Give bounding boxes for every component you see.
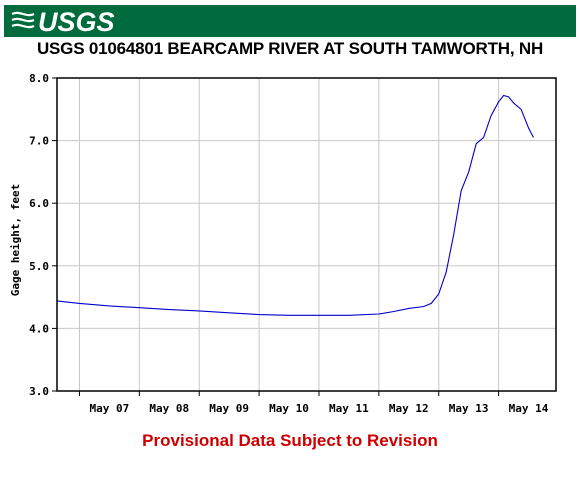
x-tick-label: May 13: [449, 402, 489, 415]
usgs-header-banner: USGS: [4, 5, 576, 37]
x-tick-label: May 14: [509, 402, 549, 415]
x-tick-label: May 12: [389, 402, 429, 415]
gage-height-line: [56, 94, 534, 316]
series: [56, 94, 534, 316]
x-tick-label: May 07: [90, 402, 130, 415]
plot-frame: [56, 77, 557, 392]
x-tick-label: May 11: [329, 402, 369, 415]
x-tick-label: May 08: [149, 402, 189, 415]
y-tick-label: 8.0: [29, 72, 49, 85]
y-tick-label: 7.0: [29, 135, 49, 148]
provisional-note: Provisional Data Subject to Revision: [142, 431, 438, 450]
x-tick-label: May 09: [209, 402, 249, 415]
logo-text: USGS: [38, 8, 115, 34]
y-tick-label: 6.0: [29, 197, 49, 210]
usgs-logo: USGS: [11, 8, 115, 34]
y-tick-label: 3.0: [29, 385, 49, 398]
y-tick-label: 5.0: [29, 260, 49, 273]
x-tick-label: May 10: [269, 402, 309, 415]
y-tick-label: 4.0: [29, 322, 49, 335]
y-axis-label: Gage height, feet: [9, 184, 22, 297]
chart-title: USGS 01064801 BEARCAMP RIVER AT SOUTH TA…: [36, 39, 544, 58]
ticks: 3.0 4.0 5.0 6.0 7.0 8.0 May 07 May 08 May 09 May …: [29, 72, 549, 415]
grid: [57, 77, 556, 392]
